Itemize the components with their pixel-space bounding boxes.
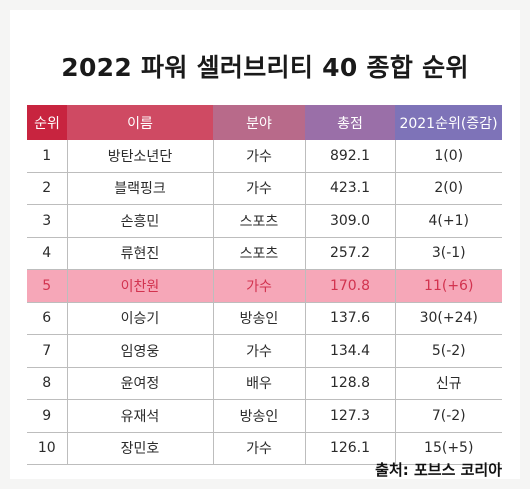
cell-rank: 10 bbox=[27, 432, 67, 465]
cell-total: 134.4 bbox=[304, 334, 395, 368]
header-total: 총점 bbox=[305, 105, 395, 140]
cell-name: 블랙핑크 bbox=[66, 172, 213, 205]
cell-rank: 3 bbox=[27, 204, 67, 238]
table-row: 6 이승기 방송인 137.6 30(+24) bbox=[27, 302, 502, 335]
cell-rank: 9 bbox=[27, 399, 67, 433]
cell-change: 2(0) bbox=[394, 172, 502, 205]
cell-change: 30(+24) bbox=[394, 302, 502, 335]
table-row: 2 블랙핑크 가수 423.1 2(0) bbox=[27, 172, 502, 205]
cell-change: 5(-2) bbox=[394, 334, 502, 368]
header-field: 분야 bbox=[213, 105, 305, 140]
cell-total: 309.0 bbox=[304, 204, 395, 238]
cell-rank: 6 bbox=[27, 302, 67, 335]
cell-change: 1(0) bbox=[394, 140, 502, 173]
cell-name: 장민호 bbox=[66, 432, 213, 465]
cell-change: 신규 bbox=[394, 367, 502, 400]
cell-name: 방탄소년단 bbox=[66, 140, 213, 173]
cell-change: 3(-1) bbox=[394, 237, 502, 270]
cell-total: 128.8 bbox=[304, 367, 395, 400]
cell-field: 가수 bbox=[212, 334, 305, 368]
cell-total: 892.1 bbox=[304, 140, 395, 173]
cell-change: 7(-2) bbox=[394, 399, 502, 433]
cell-rank: 8 bbox=[27, 367, 67, 400]
cell-name: 류현진 bbox=[66, 237, 213, 270]
cell-field: 가수 bbox=[212, 172, 305, 205]
cell-field: 스포츠 bbox=[212, 237, 305, 270]
table-row: 10 장민호 가수 126.1 15(+5) bbox=[27, 432, 502, 465]
cell-change: 4(+1) bbox=[394, 204, 502, 238]
ranking-table: 순위 이름 분야 총점 2021순위(증감) 1 방탄소년단 가수 892.1 … bbox=[27, 105, 502, 465]
table-header-row: 순위 이름 분야 총점 2021순위(증감) bbox=[27, 105, 502, 140]
table-row-highlighted: 5 이찬원 가수 170.8 11(+6) bbox=[27, 269, 502, 303]
cell-name: 임영웅 bbox=[66, 334, 213, 368]
cell-field: 방송인 bbox=[212, 302, 305, 335]
header-rank: 순위 bbox=[27, 105, 67, 140]
cell-name: 이승기 bbox=[66, 302, 213, 335]
cell-rank: 1 bbox=[27, 140, 67, 173]
page-title: 2022 파워 셀러브리티 40 종합 순위 bbox=[61, 53, 469, 82]
table-row: 9 유재석 방송인 127.3 7(-2) bbox=[27, 399, 502, 433]
cell-change: 15(+5) bbox=[394, 432, 502, 465]
cell-name: 유재석 bbox=[66, 399, 213, 433]
cell-field: 스포츠 bbox=[212, 204, 305, 238]
cell-field: 배우 bbox=[212, 367, 305, 400]
table-row: 8 윤여정 배우 128.8 신규 bbox=[27, 367, 502, 400]
table-row: 1 방탄소년단 가수 892.1 1(0) bbox=[27, 140, 502, 173]
cell-name: 윤여정 bbox=[66, 367, 213, 400]
cell-rank: 7 bbox=[27, 334, 67, 368]
cell-rank: 2 bbox=[27, 172, 67, 205]
cell-name: 이찬원 bbox=[66, 269, 213, 303]
cell-total: 137.6 bbox=[304, 302, 395, 335]
cell-total: 127.3 bbox=[304, 399, 395, 433]
header-change: 2021순위(증감) bbox=[395, 105, 502, 140]
source-credit: 출처: 포브스 코리아 bbox=[375, 461, 502, 479]
ranking-card: 2022 파워 셀러브리티 40 종합 순위 순위 이름 분야 총점 2021순… bbox=[10, 10, 520, 479]
cell-field: 방송인 bbox=[212, 399, 305, 433]
cell-total: 126.1 bbox=[304, 432, 395, 465]
cell-field: 가수 bbox=[212, 269, 305, 303]
table-row: 4 류현진 스포츠 257.2 3(-1) bbox=[27, 237, 502, 270]
cell-total: 170.8 bbox=[304, 269, 395, 303]
cell-total: 257.2 bbox=[304, 237, 395, 270]
cell-field: 가수 bbox=[212, 432, 305, 465]
cell-change: 11(+6) bbox=[394, 269, 502, 303]
table-row: 7 임영웅 가수 134.4 5(-2) bbox=[27, 334, 502, 368]
cell-rank: 4 bbox=[27, 237, 67, 270]
header-name: 이름 bbox=[67, 105, 213, 140]
cell-total: 423.1 bbox=[304, 172, 395, 205]
cell-field: 가수 bbox=[212, 140, 305, 173]
cell-name: 손흥민 bbox=[66, 204, 213, 238]
table-row: 3 손흥민 스포츠 309.0 4(+1) bbox=[27, 204, 502, 238]
cell-rank: 5 bbox=[27, 269, 67, 303]
